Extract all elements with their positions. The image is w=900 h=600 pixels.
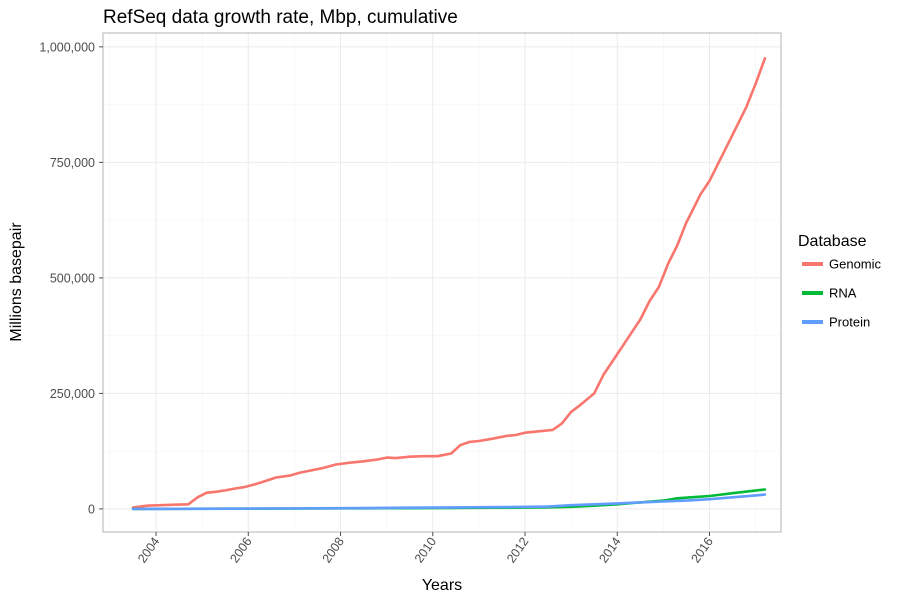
series-line-rna <box>131 488 767 511</box>
x-axis-title: Years <box>422 577 462 594</box>
x-tick-label: 2012 <box>504 535 531 566</box>
y-tick-label: 250,000 <box>50 387 95 401</box>
y-tick-label: 0 <box>88 502 95 516</box>
x-tick-label: 2008 <box>320 535 347 566</box>
x-tick-label: 2010 <box>412 535 439 566</box>
x-tick-label: 2016 <box>689 535 716 566</box>
x-tick-label: 2006 <box>227 535 254 566</box>
series-line-protein <box>131 493 767 511</box>
y-tick-label: 1,000,000 <box>39 40 95 54</box>
y-axis-title: Millions basepair <box>8 222 25 342</box>
legend-label-protein: Protein <box>829 315 870 330</box>
x-tick-label: 2014 <box>596 535 623 566</box>
x-axis: 2004 2006 2008 2010 2012 2014 2016 <box>135 532 716 566</box>
legend-label-rna: RNA <box>829 286 857 301</box>
x-tick-label: 2004 <box>135 535 162 566</box>
legend-items: Genomic RNA Protein <box>802 257 882 330</box>
y-axis: 0 250,000 500,000 750,000 1,000,000 <box>39 40 103 516</box>
panel-border <box>102 32 782 533</box>
data-series <box>131 57 767 511</box>
y-tick-label: 750,000 <box>50 156 95 170</box>
minor-gridlines <box>103 33 781 532</box>
chart-title: RefSeq data growth rate, Mbp, cumulative <box>103 7 458 28</box>
major-gridlines <box>103 33 781 532</box>
legend: Database Genomic RNA Protein <box>798 233 882 330</box>
plot-panel <box>102 32 782 533</box>
legend-label-genomic: Genomic <box>829 257 882 272</box>
legend-title: Database <box>798 233 867 250</box>
y-tick-label: 500,000 <box>50 271 95 285</box>
series-line-genomic <box>131 57 767 509</box>
